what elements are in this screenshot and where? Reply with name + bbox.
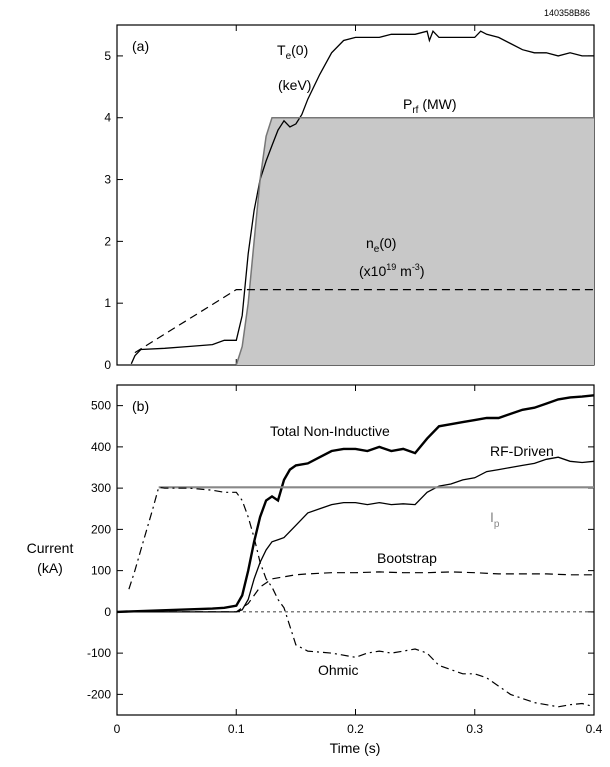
ytick-label: -200 (87, 687, 111, 701)
total-label: Total Non-Inductive (270, 423, 390, 439)
xtick-label: 0.1 (228, 722, 245, 736)
te-line (130, 30, 594, 365)
panel-a-label: (a) (132, 38, 149, 54)
ne-line (134, 289, 594, 354)
figure-id: 140358B86 (544, 8, 590, 18)
y-axis-title-line1: Current (27, 540, 74, 556)
ytick-label: 400 (91, 440, 111, 454)
ytick-label: 0 (104, 358, 111, 372)
ytick-label: 3 (104, 173, 111, 187)
ytick-label: 5 (104, 49, 111, 63)
prf-line (235, 116, 594, 366)
te-label: Te(0) (277, 42, 308, 62)
te-unit-label: (keV) (278, 77, 311, 93)
prf-label: Prf (MW) (403, 96, 457, 116)
panel-b-series (116, 394, 595, 708)
panel-b-yticks: -200 -100 0 100 200 300 400 500 (87, 385, 595, 715)
panel-b-label: (b) (132, 398, 149, 414)
rf-label: RF-Driven (490, 443, 554, 459)
x-axis-title: Time (s) (330, 740, 381, 756)
panel-a-series (130, 30, 595, 366)
ohmic-line (128, 486, 595, 708)
ytick-label: 0 (104, 605, 111, 619)
ytick-label: 500 (91, 399, 111, 413)
y-axis-title-line2: (kA) (37, 560, 63, 576)
total-line (116, 394, 595, 614)
prf-fill (236, 117, 595, 365)
bootstrap-label: Bootstrap (377, 550, 437, 566)
ip-label: Ip (490, 509, 500, 530)
ytick-label: 2 (104, 234, 111, 248)
xtick-label: 0.4 (586, 722, 603, 736)
ohmic-label: Ohmic (318, 662, 358, 678)
panel-b-xticks: 0 0.1 0.2 0.3 0.4 (114, 722, 603, 736)
xtick-label: 0 (114, 722, 121, 736)
xtick-label: 0.3 (466, 722, 483, 736)
ytick-label: 4 (104, 111, 111, 125)
bootstrap-line (117, 571, 594, 613)
panel-a: (a) 0 1 2 3 4 5 Te(0) (keV) Prf (MW) ne(0) (x… (104, 24, 595, 372)
rf-line (117, 456, 595, 613)
ytick-label: 100 (91, 564, 111, 578)
xtick-label: 0.2 (347, 722, 364, 736)
ne-label: ne(0) (366, 235, 396, 255)
panel-b-series-labels: Total Non-Inductive RF-Driven Ip Bootstr… (270, 423, 554, 678)
panel-a-series-labels: Te(0) (keV) Prf (MW) ne(0) (x1019 m-3) (277, 42, 457, 279)
ne-unit-label: (x1019 m-3) (359, 262, 425, 279)
ytick-label: 200 (91, 522, 111, 536)
ytick-label: 1 (104, 296, 111, 310)
ytick-label: 300 (91, 481, 111, 495)
ytick-label: -100 (87, 646, 111, 660)
